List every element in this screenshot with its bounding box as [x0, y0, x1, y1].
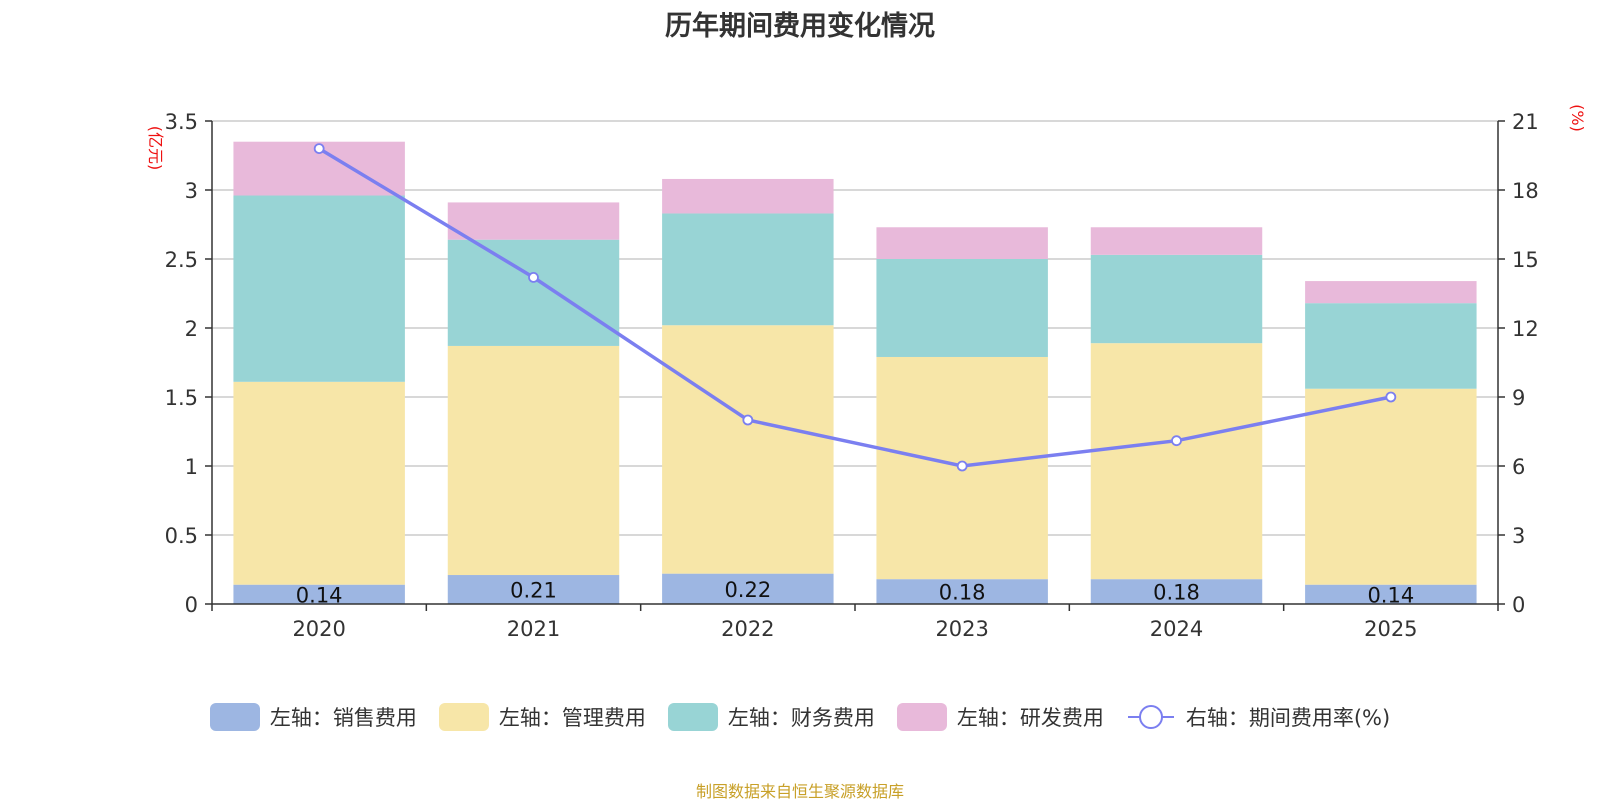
legend-swatch: [667, 703, 718, 731]
right-axis-unit: (%): [1568, 104, 1587, 132]
legend-item-1[interactable]: 左轴：销售费用: [209, 702, 417, 732]
legend-swatch: [209, 703, 260, 731]
left-tick-label: 1: [185, 455, 198, 479]
bar-segment-2-2021: [447, 345, 620, 576]
rate-point-2025: [1385, 391, 1397, 403]
bar-segment-2-2024: [1090, 343, 1263, 580]
legend-line-marker-icon: [1127, 705, 1174, 729]
rate-point-2020: [313, 143, 325, 155]
bar-segment-3-2025: [1305, 303, 1477, 389]
source-note: 制图数据来自恒生聚源数据库: [695, 782, 904, 801]
bar-segment-1-2024: [1090, 579, 1263, 604]
rate-point-2024: [1171, 435, 1182, 447]
bar-segment-2-2020: [233, 381, 405, 585]
x-tick-label: 2022: [721, 617, 774, 641]
bar-segment-3-2023: [876, 259, 1048, 357]
bar-data-label: 0.22: [724, 578, 771, 602]
left-tick-label: 1.5: [165, 386, 198, 410]
right-tick-label: 0: [1512, 593, 1525, 617]
legend: 左轴：销售费用 左轴：管理费用 左轴：财务费用 左轴：研发费用 右轴：期间费用率(%): [0, 702, 1600, 732]
legend-label: 左轴：销售费用: [269, 706, 417, 730]
left-tick-label: 0: [185, 593, 198, 617]
legend-item-2[interactable]: 左轴：管理费用: [438, 702, 646, 732]
bar-segment-1-2022: [662, 573, 834, 604]
bar-segment-3-2021: [447, 239, 620, 346]
left-tick-label: 3.5: [165, 110, 198, 134]
chart-plot: 0.14 0.21 0.22 0.18 0.18 0.1400.511.522.533.5…: [146, 104, 1587, 641]
bar-segment-4-2025: [1305, 281, 1477, 304]
left-tick-label: 2.5: [165, 248, 198, 272]
bar-segment-1-2025: [1305, 584, 1477, 604]
bar-segment-2-2022: [662, 325, 834, 574]
legend-swatch: [438, 703, 489, 731]
right-tick-label: 9: [1512, 386, 1525, 410]
right-tick-label: 18: [1512, 179, 1539, 203]
x-tick-label: 2023: [935, 617, 988, 641]
left-axis-unit: (亿元): [146, 126, 165, 171]
x-tick-label: 2025: [1364, 617, 1417, 641]
bar-segment-4-2023: [876, 227, 1048, 259]
right-tick-label: 3: [1512, 524, 1525, 548]
legend-item-4[interactable]: 左轴：研发费用: [896, 702, 1104, 732]
bar-segment-3-2022: [662, 213, 834, 326]
x-tick-label: 2024: [1150, 617, 1203, 641]
bar-segment-3-2024: [1090, 254, 1263, 344]
bar-segment-4-2024: [1090, 227, 1263, 255]
legend-item-5[interactable]: 右轴：期间费用率(%): [1126, 702, 1390, 732]
bar-segment-1-2020: [233, 584, 405, 604]
legend-label: 左轴：研发费用: [956, 706, 1104, 730]
x-tick-label: 2020: [292, 617, 345, 641]
bar-segment-2-2025: [1305, 388, 1477, 585]
chart-title: 历年期间费用变化情况: [665, 11, 935, 42]
x-tick-label: 2021: [507, 617, 560, 641]
legend-swatch: [896, 703, 947, 731]
left-tick-label: 0.5: [165, 524, 198, 548]
rate-point-2022: [742, 414, 754, 426]
bar-segment-4-2022: [662, 178, 834, 214]
bar-segment-3-2020: [233, 195, 405, 382]
legend-label: 左轴：财务费用: [727, 706, 875, 730]
legend-label: 右轴：期间费用率(%): [1185, 706, 1391, 730]
legend-label: 左轴：管理费用: [498, 706, 646, 730]
bar-data-label: 0.18: [939, 581, 986, 605]
legend-item-3[interactable]: 左轴：财务费用: [667, 702, 875, 732]
left-tick-label: 3: [185, 179, 198, 203]
bar-segment-4-2021: [447, 202, 620, 240]
bar-segment-1-2021: [447, 575, 620, 604]
rate-point-2023: [956, 460, 968, 472]
right-tick-label: 6: [1512, 455, 1525, 479]
left-tick-label: 2: [185, 317, 198, 341]
bar-data-label: 0.21: [510, 579, 557, 603]
right-tick-label: 21: [1512, 110, 1539, 134]
right-tick-label: 12: [1512, 317, 1539, 341]
bar-segment-1-2023: [876, 579, 1048, 604]
rate-line: [318, 147, 1392, 468]
right-tick-label: 15: [1512, 248, 1539, 272]
rate-point-2021: [528, 271, 539, 283]
bar-data-label: 0.18: [1153, 581, 1200, 605]
